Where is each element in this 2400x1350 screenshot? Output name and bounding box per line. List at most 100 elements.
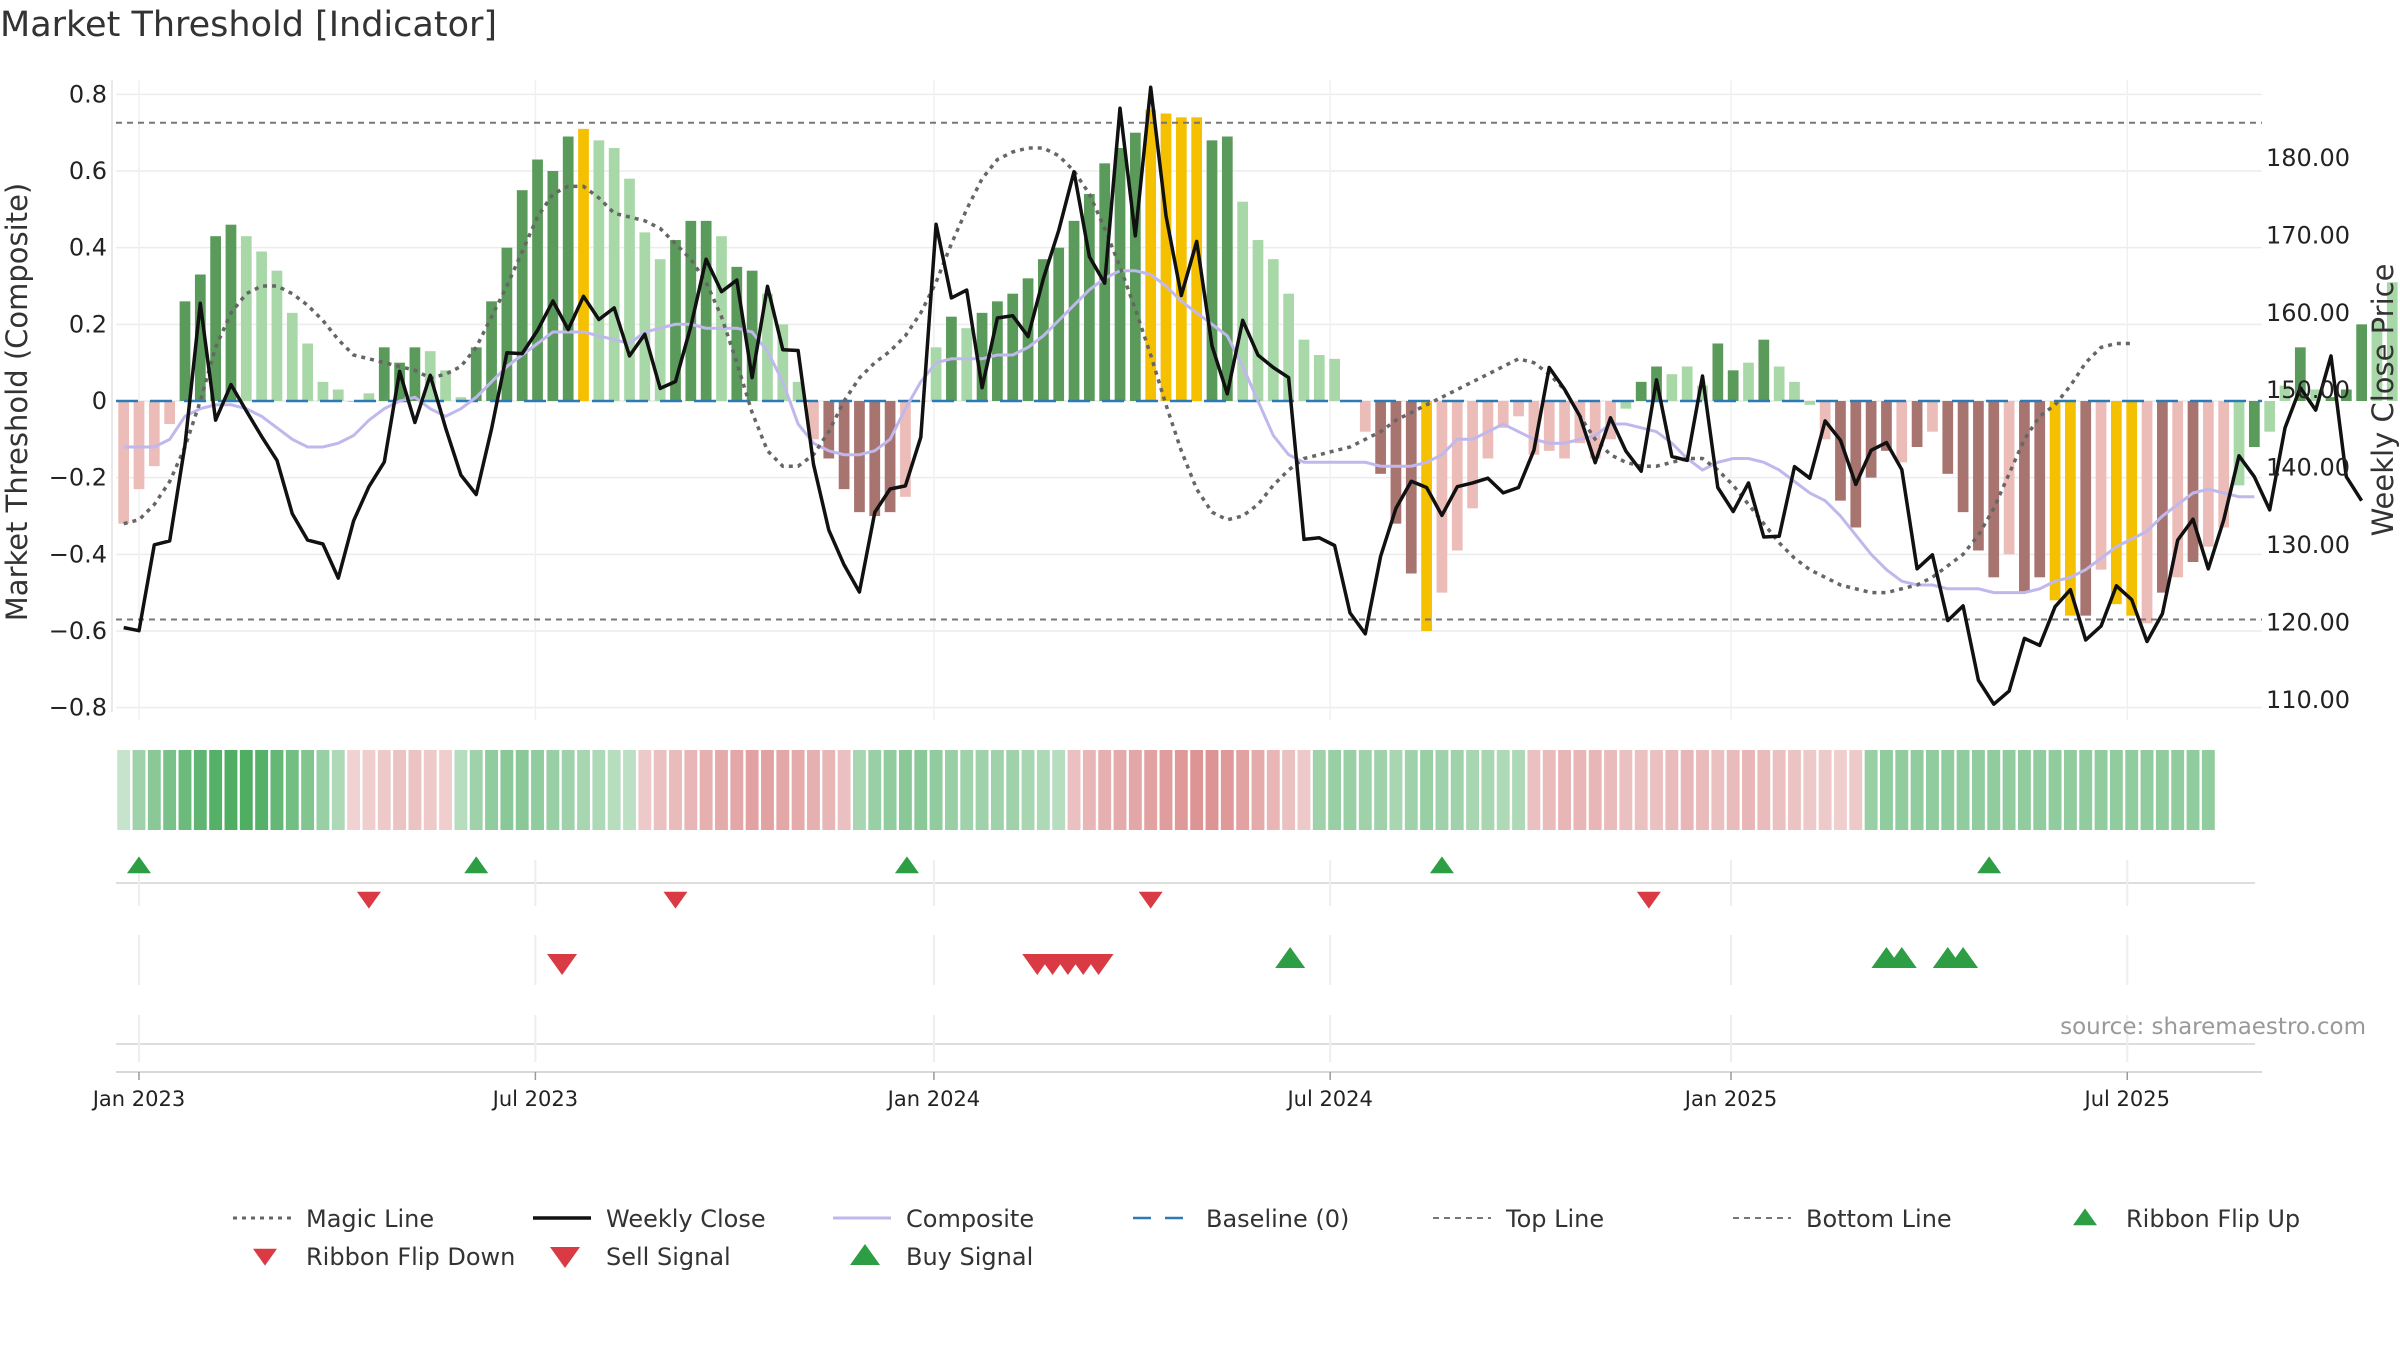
composite-line bbox=[123, 269, 2255, 595]
ribbon-cell bbox=[270, 750, 284, 830]
bar bbox=[1773, 366, 1785, 401]
y2-tick-label: 150.00 bbox=[2266, 376, 2350, 404]
bar bbox=[1053, 247, 1065, 401]
bar bbox=[1789, 381, 1800, 401]
bar bbox=[777, 324, 789, 401]
ribbon-cell bbox=[2125, 750, 2139, 830]
ribbon-cell bbox=[163, 750, 177, 830]
bar bbox=[1313, 355, 1325, 401]
ribbon-cell bbox=[2079, 750, 2093, 830]
bar bbox=[1191, 117, 1203, 401]
ribbon-cell bbox=[699, 750, 713, 830]
bar bbox=[302, 343, 313, 401]
y-tick-label: −0.4 bbox=[49, 540, 107, 568]
bar bbox=[900, 401, 911, 497]
bar bbox=[1543, 401, 1555, 451]
ribbon-cell bbox=[975, 750, 989, 830]
bar bbox=[670, 240, 681, 401]
y2-tick-label: 130.00 bbox=[2266, 531, 2350, 559]
bar bbox=[1528, 401, 1540, 455]
legend-item: Bottom Line bbox=[1733, 1205, 1952, 1233]
y-tick-label: 0.8 bbox=[69, 80, 107, 108]
ribbon-cell bbox=[1665, 750, 1679, 830]
bar bbox=[992, 301, 1003, 401]
bar bbox=[501, 247, 513, 401]
ribbon-cell bbox=[1864, 750, 1878, 830]
legend-label: Composite bbox=[906, 1205, 1034, 1233]
ribbon-cell bbox=[607, 750, 621, 830]
ribbon-flip-down-marker bbox=[1636, 891, 1661, 909]
bar bbox=[1620, 401, 1632, 409]
bar bbox=[1896, 401, 1908, 463]
bar bbox=[731, 266, 743, 401]
ribbon-cell bbox=[331, 750, 345, 830]
ribbon-cell bbox=[1358, 750, 1372, 830]
bar bbox=[762, 293, 773, 401]
bar bbox=[2126, 401, 2138, 616]
ribbon-cell bbox=[1466, 750, 1480, 830]
ribbon-cell bbox=[1435, 750, 1449, 830]
bar bbox=[1022, 278, 1034, 401]
ribbon-cell bbox=[1619, 750, 1633, 830]
bar bbox=[2019, 401, 2030, 593]
bar bbox=[2202, 401, 2214, 547]
bar bbox=[1973, 401, 1984, 551]
bar bbox=[118, 401, 130, 524]
ribbon-cell bbox=[761, 750, 774, 830]
weekly-close-line bbox=[123, 85, 2364, 706]
bar bbox=[1865, 401, 1877, 478]
ribbon-cell bbox=[1849, 750, 1863, 830]
bar bbox=[1727, 370, 1739, 401]
ribbon-cell bbox=[1803, 750, 1817, 830]
ribbon-cell bbox=[1006, 750, 1020, 830]
bar bbox=[1421, 401, 1432, 631]
line-series bbox=[116, 85, 2364, 706]
bar bbox=[1083, 194, 1095, 401]
ribbon-cell bbox=[193, 750, 207, 830]
bar bbox=[133, 401, 145, 490]
bar bbox=[1681, 366, 1693, 401]
bar bbox=[2034, 401, 2046, 578]
legend-item: Ribbon Flip Down bbox=[253, 1243, 515, 1271]
x-tick-label: Jan 2023 bbox=[91, 1087, 186, 1111]
ribbon-cell bbox=[1512, 750, 1526, 830]
ribbon-cell bbox=[1128, 750, 1142, 830]
ribbon-cell bbox=[2094, 750, 2108, 830]
bar bbox=[1145, 109, 1157, 401]
ribbon-cell bbox=[1082, 750, 1096, 830]
ribbon-cell bbox=[2048, 750, 2062, 830]
bar bbox=[2310, 389, 2322, 401]
bar bbox=[1927, 401, 1938, 432]
ribbon-cell bbox=[2155, 750, 2169, 830]
bar bbox=[1007, 293, 1019, 401]
ribbon-cell bbox=[883, 750, 897, 830]
bar bbox=[1359, 401, 1371, 432]
bar bbox=[317, 381, 329, 401]
bar bbox=[1758, 339, 1770, 401]
ribbon-cell bbox=[2186, 750, 2200, 830]
bar bbox=[2340, 389, 2352, 401]
bar bbox=[2172, 401, 2184, 578]
bar bbox=[2325, 397, 2337, 401]
bar bbox=[838, 401, 850, 490]
bar bbox=[547, 171, 559, 401]
ribbon-cell bbox=[224, 750, 238, 830]
bar bbox=[271, 270, 283, 401]
bar bbox=[332, 389, 344, 401]
x-tick-label: Jan 2025 bbox=[1683, 1087, 1778, 1111]
ribbon-cell bbox=[1680, 750, 1694, 830]
y2-tick-label: 120.00 bbox=[2266, 608, 2350, 636]
axes: 0.8 0.6 0.4 0.2 0 −0.2 −0.4 −0.6 −0.8 180.00 170.0… bbox=[0, 80, 2400, 722]
x-tick-label: Jul 2023 bbox=[491, 1087, 578, 1111]
bar bbox=[700, 220, 712, 401]
bar bbox=[578, 128, 589, 401]
ribbon-cell bbox=[1098, 750, 1112, 830]
ribbon-cell bbox=[117, 750, 131, 830]
bar bbox=[2356, 324, 2368, 401]
ribbon-cell bbox=[347, 750, 361, 830]
bar bbox=[562, 136, 574, 401]
ribbon-cell bbox=[1144, 750, 1158, 830]
ribbon-cell bbox=[2201, 750, 2215, 830]
y2-tick-label: 170.00 bbox=[2266, 221, 2350, 249]
sell-signal-marker bbox=[1083, 954, 1114, 975]
